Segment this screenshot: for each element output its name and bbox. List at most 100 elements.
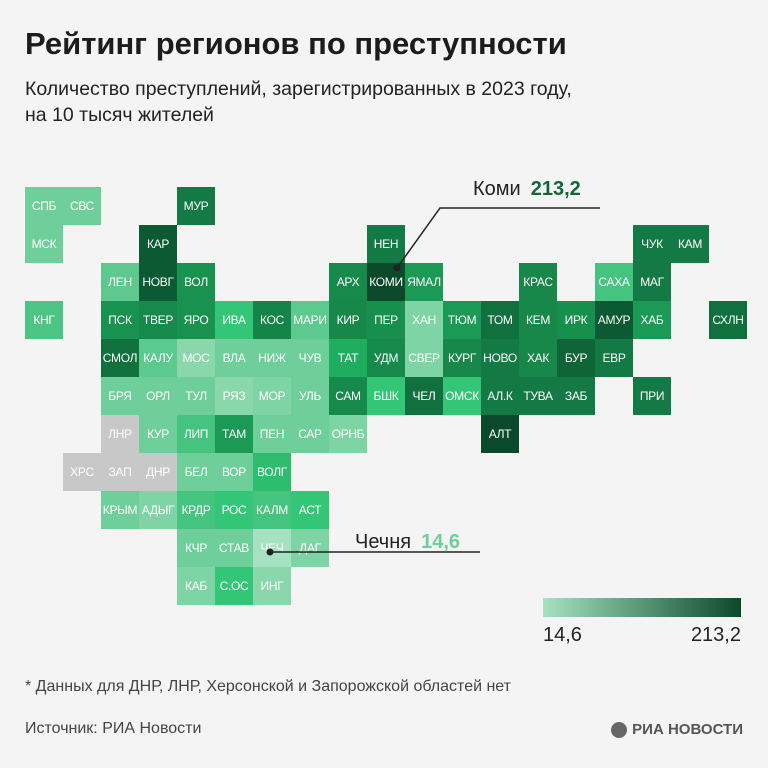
region-tile: ПСК — [101, 301, 139, 339]
region-tile: МОР — [253, 377, 291, 415]
chechnya-dot — [266, 548, 274, 556]
region-tile: ВОЛГ — [253, 453, 291, 491]
region-tile: ДНР — [139, 453, 177, 491]
region-tile: ХАК — [519, 339, 557, 377]
region-tile: НИЖ — [253, 339, 291, 377]
legend-max-label: 213,2 — [690, 624, 741, 646]
region-tile: БШК — [367, 377, 405, 415]
region-tile: ЛНР — [101, 415, 139, 453]
region-tile: ПЕР — [367, 301, 405, 339]
source: Источник: РИА Новости — [25, 720, 202, 737]
region-tile: НОВГ — [139, 263, 177, 301]
region-tile: СВЕР — [405, 339, 443, 377]
region-tile: БУР — [557, 339, 595, 377]
region-tile: АЛ.К — [481, 377, 519, 415]
region-tile: СПБ — [25, 187, 63, 225]
ria-logo: РИА НОВОСТИ — [611, 721, 743, 738]
region-tile: КУРГ — [443, 339, 481, 377]
region-tile: КРЫМ — [101, 491, 139, 529]
chechnya-name: Чечня — [355, 531, 412, 553]
legend-min-label: 14,6 — [543, 624, 582, 646]
region-tile: ЛИП — [177, 415, 215, 453]
region-tile: ЯМАЛ — [405, 263, 443, 301]
region-tile: ТУЛ — [177, 377, 215, 415]
region-tile: АРХ — [329, 263, 367, 301]
region-tile: ЧЕЛ — [405, 377, 443, 415]
region-tile: ЯРО — [177, 301, 215, 339]
region-tile: УДМ — [367, 339, 405, 377]
region-tile: КАМ — [671, 225, 709, 263]
region-tile: ХАБ — [633, 301, 671, 339]
region-tile: РЯЗ — [215, 377, 253, 415]
region-tile: КАЛУ — [139, 339, 177, 377]
region-tile: УЛЬ — [291, 377, 329, 415]
region-tile: ЗАБ — [557, 377, 595, 415]
region-tile: ИРК — [557, 301, 595, 339]
region-tile: КИР — [329, 301, 367, 339]
region-tile: ХРС — [63, 453, 101, 491]
region-tile: ОРЛ — [139, 377, 177, 415]
region-tile: ПРИ — [633, 377, 671, 415]
region-tile: КРАС — [519, 263, 557, 301]
region-tile: ТУВА — [519, 377, 557, 415]
region-tile: СТАВ — [215, 529, 253, 567]
region-tile: АЛТ — [481, 415, 519, 453]
region-tile: БЕЛ — [177, 453, 215, 491]
region-tile: ИВА — [215, 301, 253, 339]
komi-value: 213,2 — [530, 178, 581, 200]
region-tile: НЕН — [367, 225, 405, 263]
region-tile: ЧУК — [633, 225, 671, 263]
region-tile: ТАТ — [329, 339, 367, 377]
region-tile: МУР — [177, 187, 215, 225]
region-tile: РОС — [215, 491, 253, 529]
region-tile: МАРИ — [291, 301, 329, 339]
region-tile: КЧР — [177, 529, 215, 567]
region-tile: СХЛН — [709, 301, 747, 339]
region-tile: АДЫГ — [139, 491, 177, 529]
legend-gradient-bar — [543, 598, 741, 617]
logo-mark-icon — [611, 721, 628, 738]
region-tile: АСТ — [291, 491, 329, 529]
region-tile: АМУР — [595, 301, 633, 339]
region-tile: КНГ — [25, 301, 63, 339]
region-tile: БРЯ — [101, 377, 139, 415]
region-tile: ЕВР — [595, 339, 633, 377]
region-tile: МСК — [25, 225, 63, 263]
region-tile: ЛЕН — [101, 263, 139, 301]
region-tile: ЗАП — [101, 453, 139, 491]
region-tile: СМОЛ — [101, 339, 139, 377]
komi-leader-line — [396, 207, 600, 269]
region-tile: ВОЛ — [177, 263, 215, 301]
region-tile: КОС — [253, 301, 291, 339]
region-tile: ВЛА — [215, 339, 253, 377]
region-tile: ТОМ — [481, 301, 519, 339]
region-tile: СВС — [63, 187, 101, 225]
subtitle-line-2: на 10 тысяч жителей — [25, 104, 214, 126]
region-tile: КАР — [139, 225, 177, 263]
page-title: Рейтинг регионов по преступности — [25, 26, 567, 61]
region-tile: САМ — [329, 377, 367, 415]
region-tile: ВОР — [215, 453, 253, 491]
region-tile: КАЛМ — [253, 491, 291, 529]
region-tile: С.ОС — [215, 567, 253, 605]
footnote: * Данных для ДНР, ЛНР, Херсонской и Запо… — [25, 678, 511, 695]
komi-name: Коми — [473, 178, 521, 200]
region-tile: НОВО — [481, 339, 519, 377]
region-tile: ТАМ — [215, 415, 253, 453]
chechnya-value: 14,6 — [421, 531, 461, 553]
komi-callout: Коми 213,2 — [473, 178, 581, 201]
region-tile: САР — [291, 415, 329, 453]
subtitle-line-1: Количество преступлений, зарегистрирован… — [25, 78, 572, 100]
logo-text: РИА НОВОСТИ — [632, 721, 743, 738]
region-tile: ТВЕР — [139, 301, 177, 339]
region-tile: ОМСК — [443, 377, 481, 415]
region-tile: САХА — [595, 263, 633, 301]
subtitle: Количество преступлений, зарегистрирован… — [25, 76, 725, 128]
region-tile: ОРНБ — [329, 415, 367, 453]
region-tile: ИНГ — [253, 567, 291, 605]
region-tile: КУР — [139, 415, 177, 453]
region-tile: КАБ — [177, 567, 215, 605]
region-tile: ХАН — [405, 301, 443, 339]
